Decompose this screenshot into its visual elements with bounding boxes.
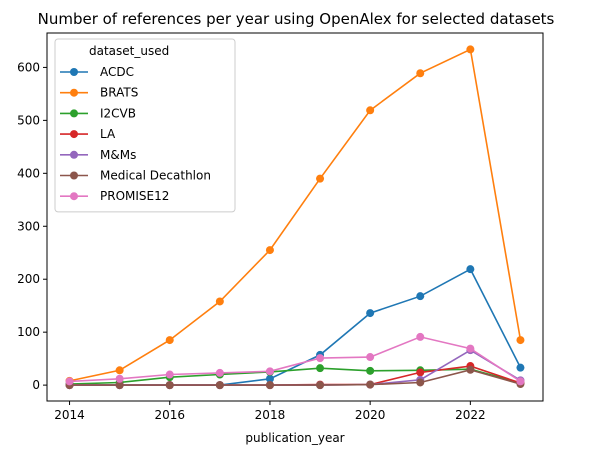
legend-label-promise12: PROMISE12 [100, 189, 169, 203]
data-point-brats [366, 106, 375, 115]
data-point-brats [165, 336, 174, 345]
data-point-medical-decathlon [366, 380, 375, 389]
legend-marker-medical-decathlon [70, 171, 78, 180]
y-tick-label: 400 [17, 166, 40, 180]
legend-label-la: LA [100, 127, 116, 141]
x-tick-label: 2020 [355, 408, 386, 422]
y-tick-label: 600 [17, 60, 40, 74]
data-point-promise12 [115, 374, 124, 383]
legend-label-i2cvb: I2CVB [100, 106, 136, 120]
data-point-promise12 [366, 353, 375, 362]
y-tick-label: 500 [17, 113, 40, 127]
data-point-promise12 [516, 377, 525, 386]
series-line-promise12 [69, 336, 521, 383]
x-tick-label: 2014 [54, 408, 85, 422]
data-point-promise12 [65, 377, 74, 386]
data-point-promise12 [416, 332, 425, 341]
data-point-brats [466, 45, 475, 54]
legend-marker-i2cvb [70, 109, 78, 118]
series-line-brats [69, 48, 522, 382]
data-point-brats [416, 69, 425, 78]
x-axis: 2014 2016 2018 2020 2022 [54, 401, 486, 422]
series-line-la [69, 365, 521, 386]
data-point-medical-decathlon [416, 378, 425, 387]
y-tick-label: 100 [17, 325, 40, 339]
y-tick-label: 0 [32, 378, 40, 392]
data-point-acdc [265, 374, 274, 383]
legend-marker-m-ms [70, 150, 78, 159]
data-point-la [416, 368, 425, 377]
data-point-acdc [366, 309, 375, 318]
data-point-brats [115, 366, 124, 375]
data-point-medical-decathlon [115, 381, 124, 390]
x-tick-label: 2016 [154, 408, 185, 422]
legend-title: dataset_used [89, 44, 169, 58]
data-point-medical-decathlon [466, 365, 475, 374]
legend-label-m-ms: M&Ms [100, 148, 136, 162]
legend-marker-brats [70, 88, 78, 97]
y-tick-label: 200 [17, 272, 40, 286]
data-point-brats [316, 174, 325, 183]
x-tick-label: 2018 [255, 408, 286, 422]
data-point-promise12 [215, 368, 224, 377]
series-promise12 [65, 332, 525, 386]
legend-marker-acdc [70, 68, 78, 76]
data-point-promise12 [165, 370, 174, 379]
data-point-brats [516, 336, 525, 345]
data-point-acdc [466, 265, 475, 274]
plot-frame [46, 32, 544, 402]
data-point-medical-decathlon [265, 381, 274, 390]
data-point-acdc [416, 292, 425, 301]
legend-marker-la [70, 130, 78, 139]
data-point-i2cvb [316, 364, 325, 373]
legend-label-brats: BRATS [100, 86, 138, 100]
y-tick-label: 300 [17, 219, 40, 233]
x-tick-label: 2022 [455, 408, 486, 422]
chart-title: Number of references per year using Open… [38, 10, 555, 28]
data-point-medical-decathlon [316, 381, 325, 390]
plot-area [65, 45, 525, 390]
legend: dataset_used ACDC BRATS I2CVB LA M&Ms Medical … [54, 38, 236, 213]
x-axis-label: publication_year [245, 431, 344, 445]
legend-box [54, 38, 236, 213]
series-brats [65, 45, 525, 385]
series-line-medical-decathlon [69, 368, 521, 386]
data-point-promise12 [265, 367, 274, 376]
legend-label-medical-decathlon: Medical Decathlon [100, 169, 211, 183]
legend-marker-promise12 [70, 192, 78, 201]
data-point-acdc [516, 363, 525, 372]
data-point-brats [265, 246, 274, 255]
y-axis: 0 100 200 300 400 500 600 [17, 60, 47, 392]
data-point-medical-decathlon [165, 381, 174, 390]
data-point-promise12 [316, 354, 325, 363]
series-line-i2cvb [69, 367, 521, 385]
data-point-i2cvb [366, 366, 375, 375]
data-point-brats [215, 297, 224, 306]
legend-label-acdc: ACDC [100, 65, 134, 79]
data-point-medical-decathlon [215, 381, 224, 390]
data-point-promise12 [466, 344, 475, 353]
